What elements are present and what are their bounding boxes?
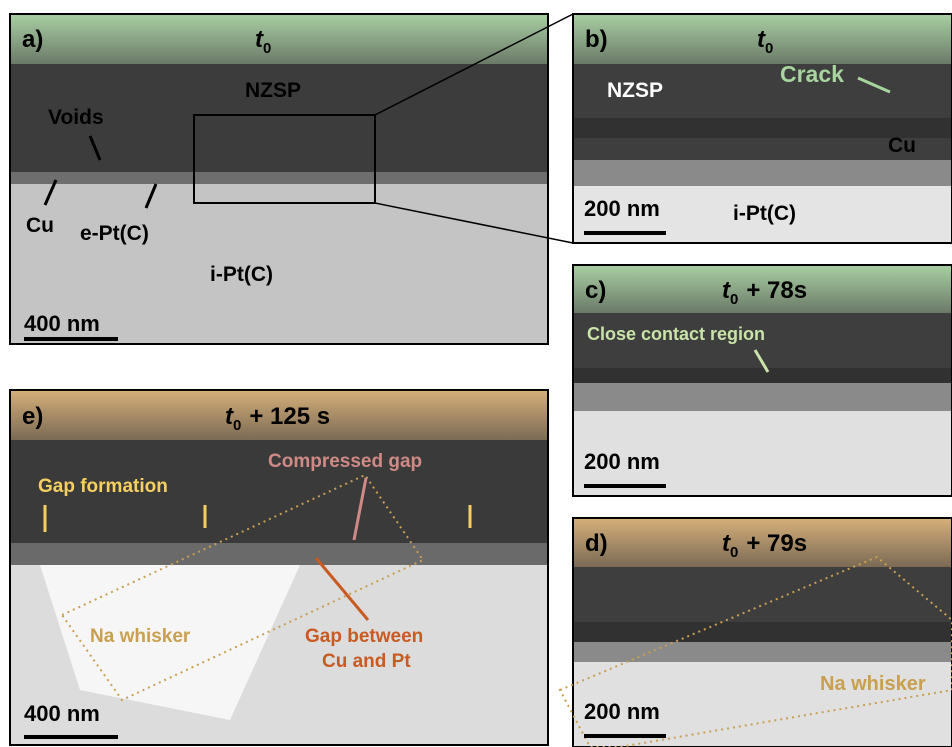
- panel-a: a) t0 NZSP Voids Cu e-Pt(C) i-Pt(C) 400 …: [10, 14, 573, 344]
- annotation: Close contact region: [587, 324, 765, 344]
- scale-bar-label: 400 nm: [24, 701, 100, 726]
- annotation: Cu: [26, 214, 54, 237]
- annotation: Gap formation: [38, 476, 168, 497]
- panel-e: e) t0+ 125 s Gap formation Compressed ga…: [10, 390, 548, 745]
- annotation: Crack: [780, 61, 844, 87]
- panel-label: e): [22, 403, 43, 430]
- annotation: NZSP: [245, 79, 301, 102]
- annotation: Cu and Pt: [322, 651, 411, 672]
- annotation: i-Pt(C): [210, 263, 273, 286]
- scale-bar-label: 400 nm: [24, 311, 100, 336]
- panel-b: b) t0 NZSP Crack Cu i-Pt(C) 200 nm: [573, 14, 952, 243]
- panel-label: d): [585, 530, 608, 557]
- annotation: Na whisker: [820, 673, 926, 695]
- scale-bar-label: 200 nm: [584, 699, 660, 724]
- annotation: Cu: [888, 134, 916, 157]
- scale-bar-label: 200 nm: [584, 196, 660, 221]
- panel-label: a): [22, 26, 43, 53]
- panel-d: d) t0+ 79s Na whisker 200 nm: [560, 518, 952, 747]
- annotation: Compressed gap: [268, 451, 422, 472]
- annotation: Na whisker: [90, 626, 191, 647]
- panel-c: c) t0+ 78s Close contact region 200 nm: [573, 265, 952, 496]
- annotation: Voids: [48, 106, 104, 129]
- scale-bar-label: 200 nm: [584, 449, 660, 474]
- annotation: i-Pt(C): [733, 202, 796, 225]
- annotation: e-Pt(C): [80, 222, 149, 245]
- panel-label: b): [585, 26, 608, 53]
- annotation: Gap between: [305, 626, 423, 647]
- panel-label: c): [585, 277, 606, 304]
- figure: a) t0 NZSP Voids Cu e-Pt(C) i-Pt(C) 400 …: [0, 0, 952, 747]
- annotation: NZSP: [607, 79, 663, 102]
